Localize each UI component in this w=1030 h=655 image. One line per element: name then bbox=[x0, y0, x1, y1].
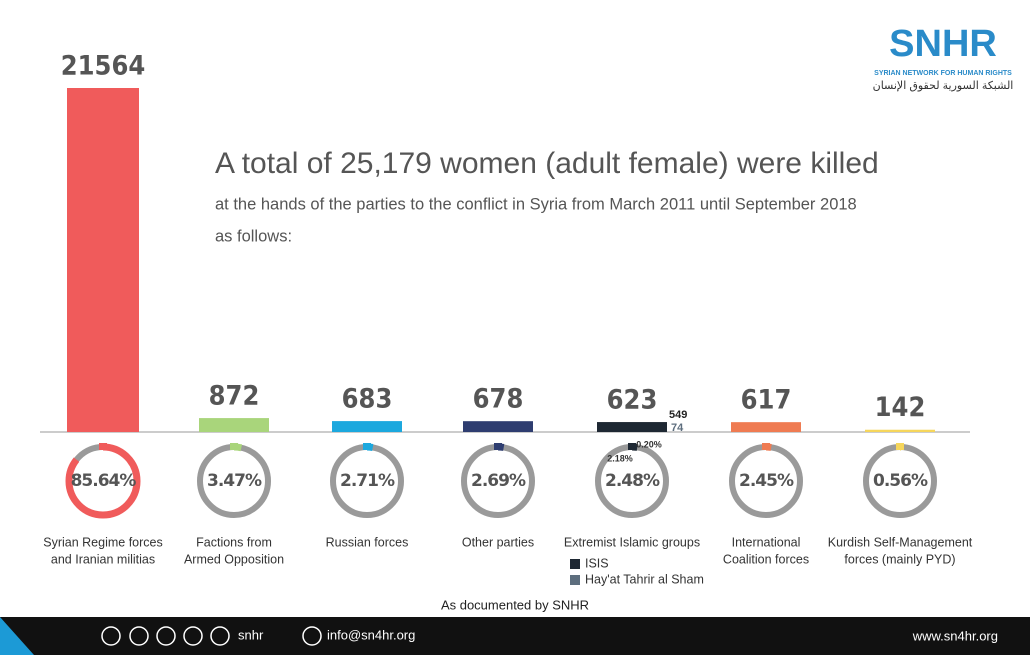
legend-swatch bbox=[570, 575, 580, 585]
gauge-marker bbox=[363, 443, 371, 450]
footer-handle[interactable]: snhr bbox=[238, 627, 264, 642]
breakdown-share: 2.18% bbox=[607, 453, 633, 463]
chart-subtitle: as follows: bbox=[215, 227, 292, 245]
bar bbox=[332, 421, 402, 432]
category-label: Armed Opposition bbox=[184, 552, 284, 566]
footer-email[interactable]: info@sn4hr.org bbox=[327, 627, 415, 642]
share-label: 2.69% bbox=[471, 471, 526, 491]
legend-label: Hay'at Tahrir al Sham bbox=[585, 572, 704, 586]
bar bbox=[463, 421, 533, 432]
gauge-marker bbox=[230, 443, 238, 450]
share-label: 2.71% bbox=[340, 471, 395, 491]
category-label: forces (mainly PYD) bbox=[844, 552, 955, 566]
gauge-marker bbox=[494, 443, 502, 450]
share-label: 2.45% bbox=[739, 471, 794, 491]
icon[interactable] bbox=[129, 626, 149, 646]
icon[interactable] bbox=[101, 626, 121, 646]
logo-name: SNHR bbox=[889, 23, 997, 65]
category-label: Syrian Regime forces bbox=[43, 535, 163, 549]
footer-website[interactable]: www.sn4hr.org bbox=[912, 628, 998, 643]
footer-accent bbox=[0, 617, 34, 655]
gauge-marker bbox=[896, 443, 904, 450]
bar bbox=[731, 422, 801, 432]
footer-bar bbox=[0, 617, 1030, 655]
bar bbox=[865, 429, 935, 432]
value-label: 872 bbox=[209, 381, 260, 412]
icon[interactable] bbox=[183, 626, 203, 646]
gauge-marker bbox=[628, 443, 636, 450]
breakdown-share: 0.20% bbox=[636, 439, 662, 449]
share-label: 85.64% bbox=[71, 471, 137, 491]
category-label: International bbox=[732, 535, 801, 549]
value-label: 623 bbox=[607, 385, 658, 416]
value-label: 142 bbox=[875, 392, 926, 423]
note: As documented by SNHR bbox=[441, 597, 589, 612]
breakdown-value: 74 bbox=[671, 422, 684, 434]
share-label: 2.48% bbox=[605, 471, 660, 491]
value-label: 21564 bbox=[61, 51, 146, 82]
gauge-marker bbox=[762, 443, 770, 450]
breakdown-value: 549 bbox=[669, 409, 687, 421]
value-label: 683 bbox=[342, 384, 393, 415]
category-label: Other parties bbox=[462, 535, 534, 549]
value-label: 617 bbox=[741, 385, 792, 416]
category-label: Russian forces bbox=[326, 535, 409, 549]
share-label: 0.56% bbox=[873, 471, 928, 491]
bar bbox=[199, 418, 269, 432]
legend-label: ISIS bbox=[585, 556, 609, 570]
legend-swatch bbox=[570, 559, 580, 569]
gauge-marker bbox=[99, 443, 107, 450]
bar bbox=[67, 88, 139, 432]
category-label: Coalition forces bbox=[723, 552, 809, 566]
chart-title: A total of 25,179 women (adult female) w… bbox=[215, 147, 879, 180]
icon[interactable] bbox=[210, 626, 230, 646]
icon[interactable] bbox=[302, 626, 322, 646]
category-label: Extremist Islamic groups bbox=[564, 535, 700, 549]
category-label: and Iranian militias bbox=[51, 552, 155, 566]
logo-arabic: الشبكة السورية لحقوق الإنسان bbox=[873, 80, 1014, 92]
category-label: Kurdish Self-Management bbox=[828, 535, 973, 549]
value-label: 678 bbox=[473, 384, 524, 415]
share-label: 3.47% bbox=[207, 471, 262, 491]
bar bbox=[597, 422, 667, 432]
social-icons bbox=[101, 626, 322, 646]
logo-english: SYRIAN NETWORK FOR HUMAN RIGHTS bbox=[874, 70, 1012, 77]
icon[interactable] bbox=[156, 626, 176, 646]
chart-subtitle: at the hands of the parties to the confl… bbox=[215, 195, 857, 213]
category-label: Factions from bbox=[196, 535, 272, 549]
